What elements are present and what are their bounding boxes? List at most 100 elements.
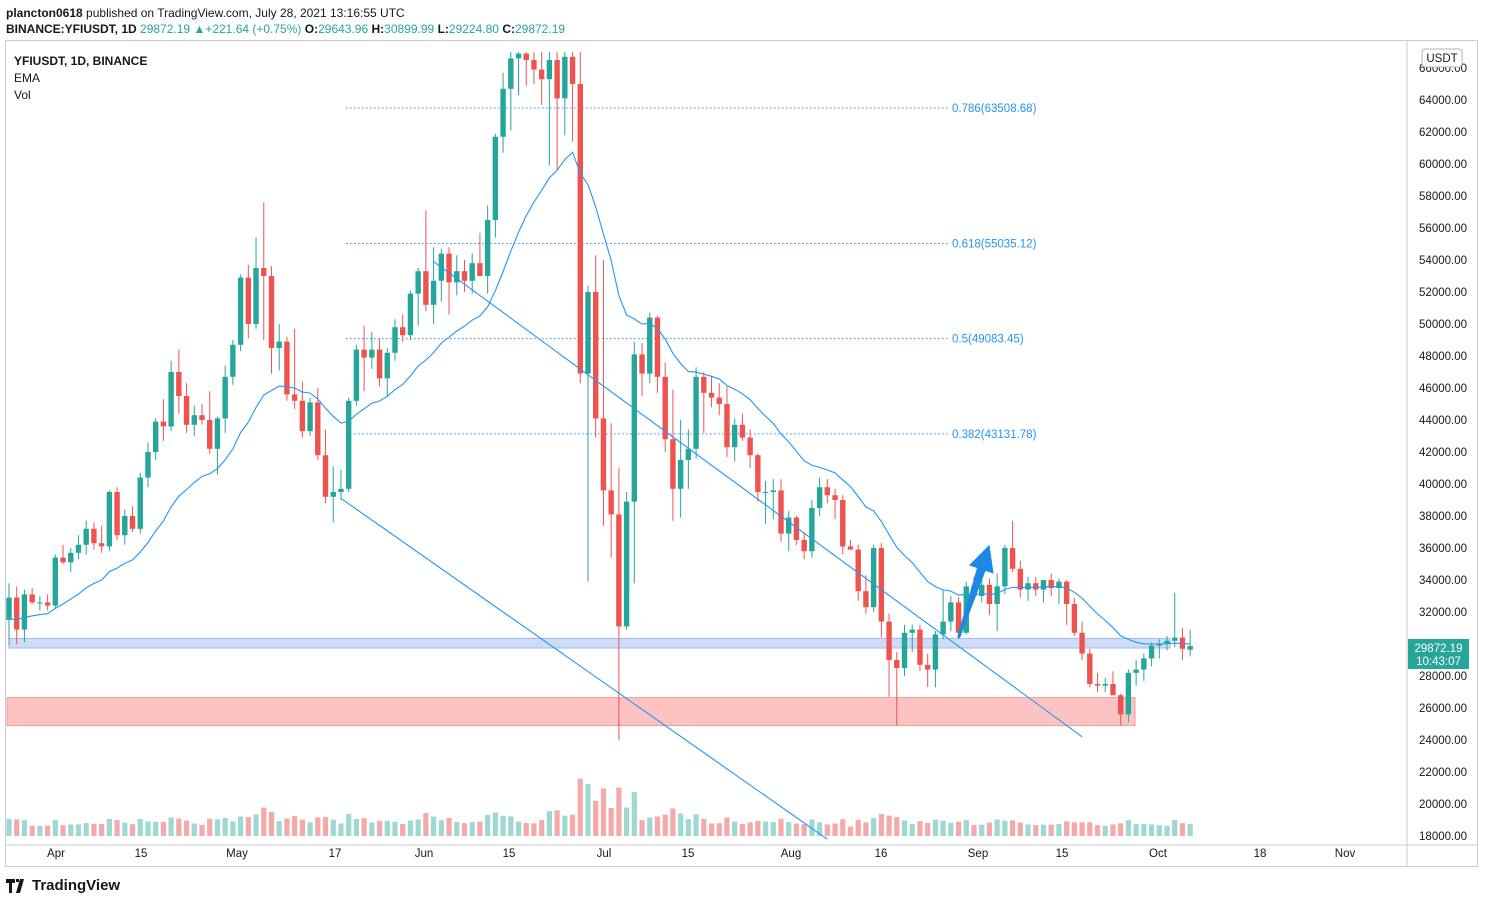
candle-3[interactable] <box>29 588 35 604</box>
candle-89[interactable] <box>693 367 699 459</box>
candle-77[interactable] <box>600 260 607 526</box>
candle-80[interactable] <box>623 492 630 630</box>
candle-116[interactable] <box>901 624 908 676</box>
candle-118[interactable] <box>917 624 923 672</box>
candle-137[interactable] <box>1063 580 1070 625</box>
candle-82[interactable] <box>639 343 645 396</box>
currency-badge[interactable]: USDT <box>1421 48 1463 68</box>
candle-9[interactable] <box>75 535 82 560</box>
candle-30[interactable] <box>237 274 244 352</box>
candle-6[interactable] <box>52 554 59 609</box>
candle-85[interactable] <box>662 362 668 452</box>
candle-83[interactable] <box>647 312 653 384</box>
candle-11[interactable] <box>91 522 97 550</box>
candle-31[interactable] <box>245 264 252 339</box>
candle-1[interactable] <box>14 586 20 644</box>
candle-73[interactable] <box>569 52 576 142</box>
candle-109[interactable] <box>847 540 854 550</box>
candle-94[interactable] <box>731 418 738 462</box>
candle-57[interactable] <box>446 247 452 315</box>
breakout-arrow-icon[interactable] <box>957 544 994 639</box>
candle-153[interactable] <box>1187 629 1193 657</box>
candle-39[interactable] <box>307 397 313 436</box>
candle-26[interactable] <box>207 391 213 454</box>
candle-44[interactable] <box>345 397 352 492</box>
candle-78[interactable] <box>608 423 614 558</box>
candle-92[interactable] <box>716 383 722 416</box>
candle-122[interactable] <box>948 596 954 632</box>
candle-52[interactable] <box>407 290 414 340</box>
candle-117[interactable] <box>909 624 915 652</box>
candle-63[interactable] <box>492 133 499 238</box>
candle-60[interactable] <box>469 253 475 294</box>
candle-40[interactable] <box>315 388 321 460</box>
candle-10[interactable] <box>83 520 89 555</box>
candle-45[interactable] <box>353 344 360 406</box>
demand-zone[interactable] <box>6 697 1136 727</box>
candle-36[interactable] <box>284 336 290 401</box>
candle-151[interactable] <box>1172 592 1178 648</box>
candle-14[interactable] <box>114 487 120 540</box>
candle-48[interactable] <box>376 338 383 387</box>
candle-105[interactable] <box>816 477 823 516</box>
candle-91[interactable] <box>708 376 715 408</box>
candle-29[interactable] <box>230 340 236 385</box>
candle-2[interactable] <box>21 589 28 643</box>
candle-21[interactable] <box>168 360 174 432</box>
candle-88[interactable] <box>685 429 692 489</box>
candle-41[interactable] <box>322 429 329 504</box>
candle-64[interactable] <box>500 72 506 153</box>
candle-130[interactable] <box>1009 520 1016 572</box>
candle-138[interactable] <box>1071 597 1078 636</box>
candle-16[interactable] <box>129 506 136 532</box>
candle-144[interactable] <box>1117 693 1124 726</box>
candle-13[interactable] <box>106 490 113 552</box>
candle-135[interactable] <box>1048 573 1054 596</box>
candle-65[interactable] <box>508 52 514 131</box>
candle-133[interactable] <box>1033 576 1039 596</box>
candle-107[interactable] <box>832 488 838 520</box>
candle-38[interactable] <box>299 381 306 438</box>
candle-24[interactable] <box>191 405 197 436</box>
candle-101[interactable] <box>786 511 792 552</box>
candle-136[interactable] <box>1056 578 1062 604</box>
candle-33[interactable] <box>261 202 267 340</box>
candle-87[interactable] <box>677 420 684 518</box>
candle-43[interactable] <box>338 469 344 500</box>
candle-76[interactable] <box>593 255 599 438</box>
candle-93[interactable] <box>724 386 730 457</box>
candle-119[interactable] <box>924 653 931 688</box>
candle-23[interactable] <box>183 383 190 433</box>
candle-7[interactable] <box>60 544 66 564</box>
legend-ema[interactable]: EMA <box>14 71 41 85</box>
candle-46[interactable] <box>361 325 367 392</box>
candle-70[interactable] <box>546 52 553 166</box>
candle-95[interactable] <box>739 413 746 441</box>
candle-97[interactable] <box>755 453 761 502</box>
candle-12[interactable] <box>98 525 105 553</box>
candle-35[interactable] <box>276 324 282 371</box>
legend-title[interactable]: YFIUSDT, 1D, BINANCE <box>14 54 148 68</box>
candle-99[interactable] <box>770 479 776 520</box>
candle-68[interactable] <box>531 52 537 84</box>
candle-106[interactable] <box>824 479 831 504</box>
candle-28[interactable] <box>222 365 228 433</box>
candle-108[interactable] <box>840 495 846 555</box>
candle-127[interactable] <box>986 578 993 616</box>
candle-56[interactable] <box>438 248 445 302</box>
candle-19[interactable] <box>152 418 159 460</box>
candle-15[interactable] <box>122 509 128 545</box>
candle-131[interactable] <box>1017 560 1024 598</box>
candle-49[interactable] <box>384 348 390 396</box>
candle-81[interactable] <box>631 341 638 584</box>
candle-55[interactable] <box>430 247 437 324</box>
candle-104[interactable] <box>809 500 815 558</box>
publisher-username[interactable]: plancton0618 <box>6 6 83 20</box>
candle-37[interactable] <box>291 328 298 409</box>
candle-75[interactable] <box>585 285 591 582</box>
candle-149[interactable] <box>1156 639 1162 659</box>
candle-147[interactable] <box>1141 653 1147 681</box>
candle-132[interactable] <box>1025 576 1031 601</box>
candle-79[interactable] <box>616 468 622 740</box>
